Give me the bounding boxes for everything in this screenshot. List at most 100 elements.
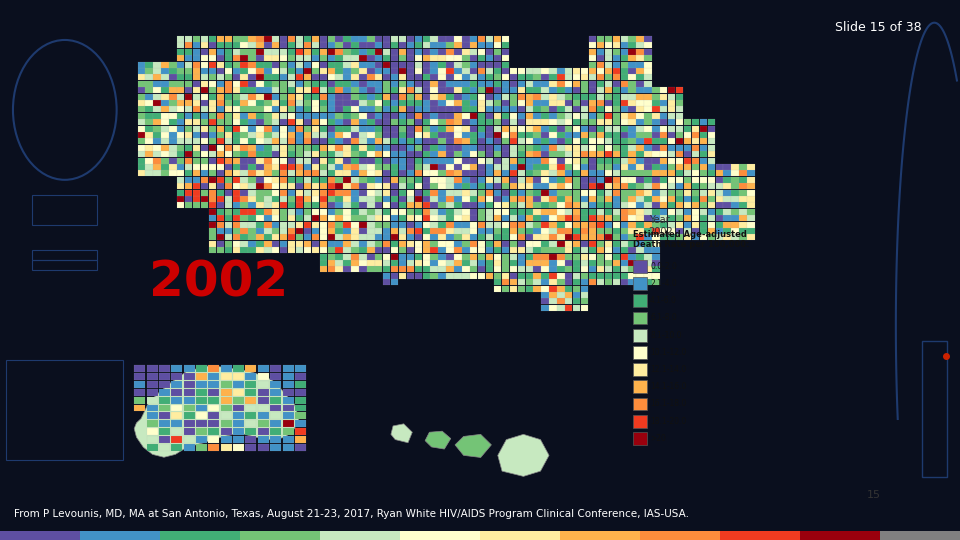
Bar [510,209,517,215]
Bar [169,145,177,151]
Bar [525,190,533,195]
Bar [398,202,406,208]
Bar [407,36,414,42]
Bar [732,228,739,234]
Bar [557,177,564,183]
Bar [177,75,184,80]
Bar [256,241,264,247]
Bar [391,126,398,132]
Bar [700,202,708,208]
Bar [407,260,414,266]
Bar [534,132,540,138]
Bar [462,254,469,260]
Bar [660,202,667,208]
Bar [137,158,145,164]
Bar [383,209,391,215]
Bar [430,234,438,240]
Bar [502,62,509,68]
Bar [335,55,343,61]
Bar [232,138,240,144]
Bar [612,279,620,285]
Bar [573,183,581,189]
Bar [549,286,557,292]
Bar [415,164,422,170]
Bar [517,75,525,80]
Bar [486,254,493,260]
Bar [573,171,581,177]
Bar [208,49,216,55]
Bar [137,81,145,87]
Bar [715,171,723,177]
Bar [193,93,201,99]
Bar [391,266,398,272]
Bar [557,100,564,106]
Bar [581,119,588,125]
Bar [367,221,374,227]
Bar [581,132,588,138]
Bar [256,183,264,189]
Bar [502,49,509,55]
Bar [233,428,244,435]
Bar [407,196,414,202]
Bar [557,183,564,189]
Bar [652,273,660,279]
Bar [660,183,667,189]
Bar [612,42,620,48]
Bar [320,68,327,74]
Bar [183,365,195,372]
Bar [446,106,454,112]
Bar [660,100,667,106]
Bar [502,247,509,253]
Bar [612,126,620,132]
Bar [668,158,676,164]
Bar [517,279,525,285]
Bar [652,254,660,260]
Bar [185,196,192,202]
Bar [233,397,244,403]
Bar [700,228,708,234]
Bar [335,266,343,272]
Bar [462,221,469,227]
Bar [208,190,216,195]
Bar [470,196,477,202]
Bar [161,151,169,157]
Bar [573,190,581,195]
Bar [351,119,359,125]
Bar [233,420,244,427]
Bar [264,106,272,112]
Bar [327,215,335,221]
Bar [415,55,422,61]
Bar [303,126,311,132]
Bar [256,55,264,61]
Bar [581,106,588,112]
Bar [517,183,525,189]
Bar [233,381,244,388]
Bar [225,36,232,42]
Bar [636,266,644,272]
Bar [367,68,374,74]
Bar [612,55,620,61]
Bar [439,215,445,221]
Bar [446,113,454,119]
Bar [303,49,311,55]
Bar [351,171,359,177]
Bar [700,145,708,151]
Bar [344,106,350,112]
Bar [280,68,287,74]
Bar [517,93,525,99]
Bar [581,209,588,215]
Bar [391,81,398,87]
Bar [272,183,279,189]
Bar [375,126,382,132]
Bar [708,158,715,164]
Bar [486,113,493,119]
Bar [620,68,628,74]
Bar [588,171,596,177]
Bar [597,266,604,272]
Bar [280,36,287,42]
Bar [375,36,382,42]
Bar [161,87,169,93]
Bar [541,221,549,227]
Bar [177,100,184,106]
Bar [644,234,652,240]
